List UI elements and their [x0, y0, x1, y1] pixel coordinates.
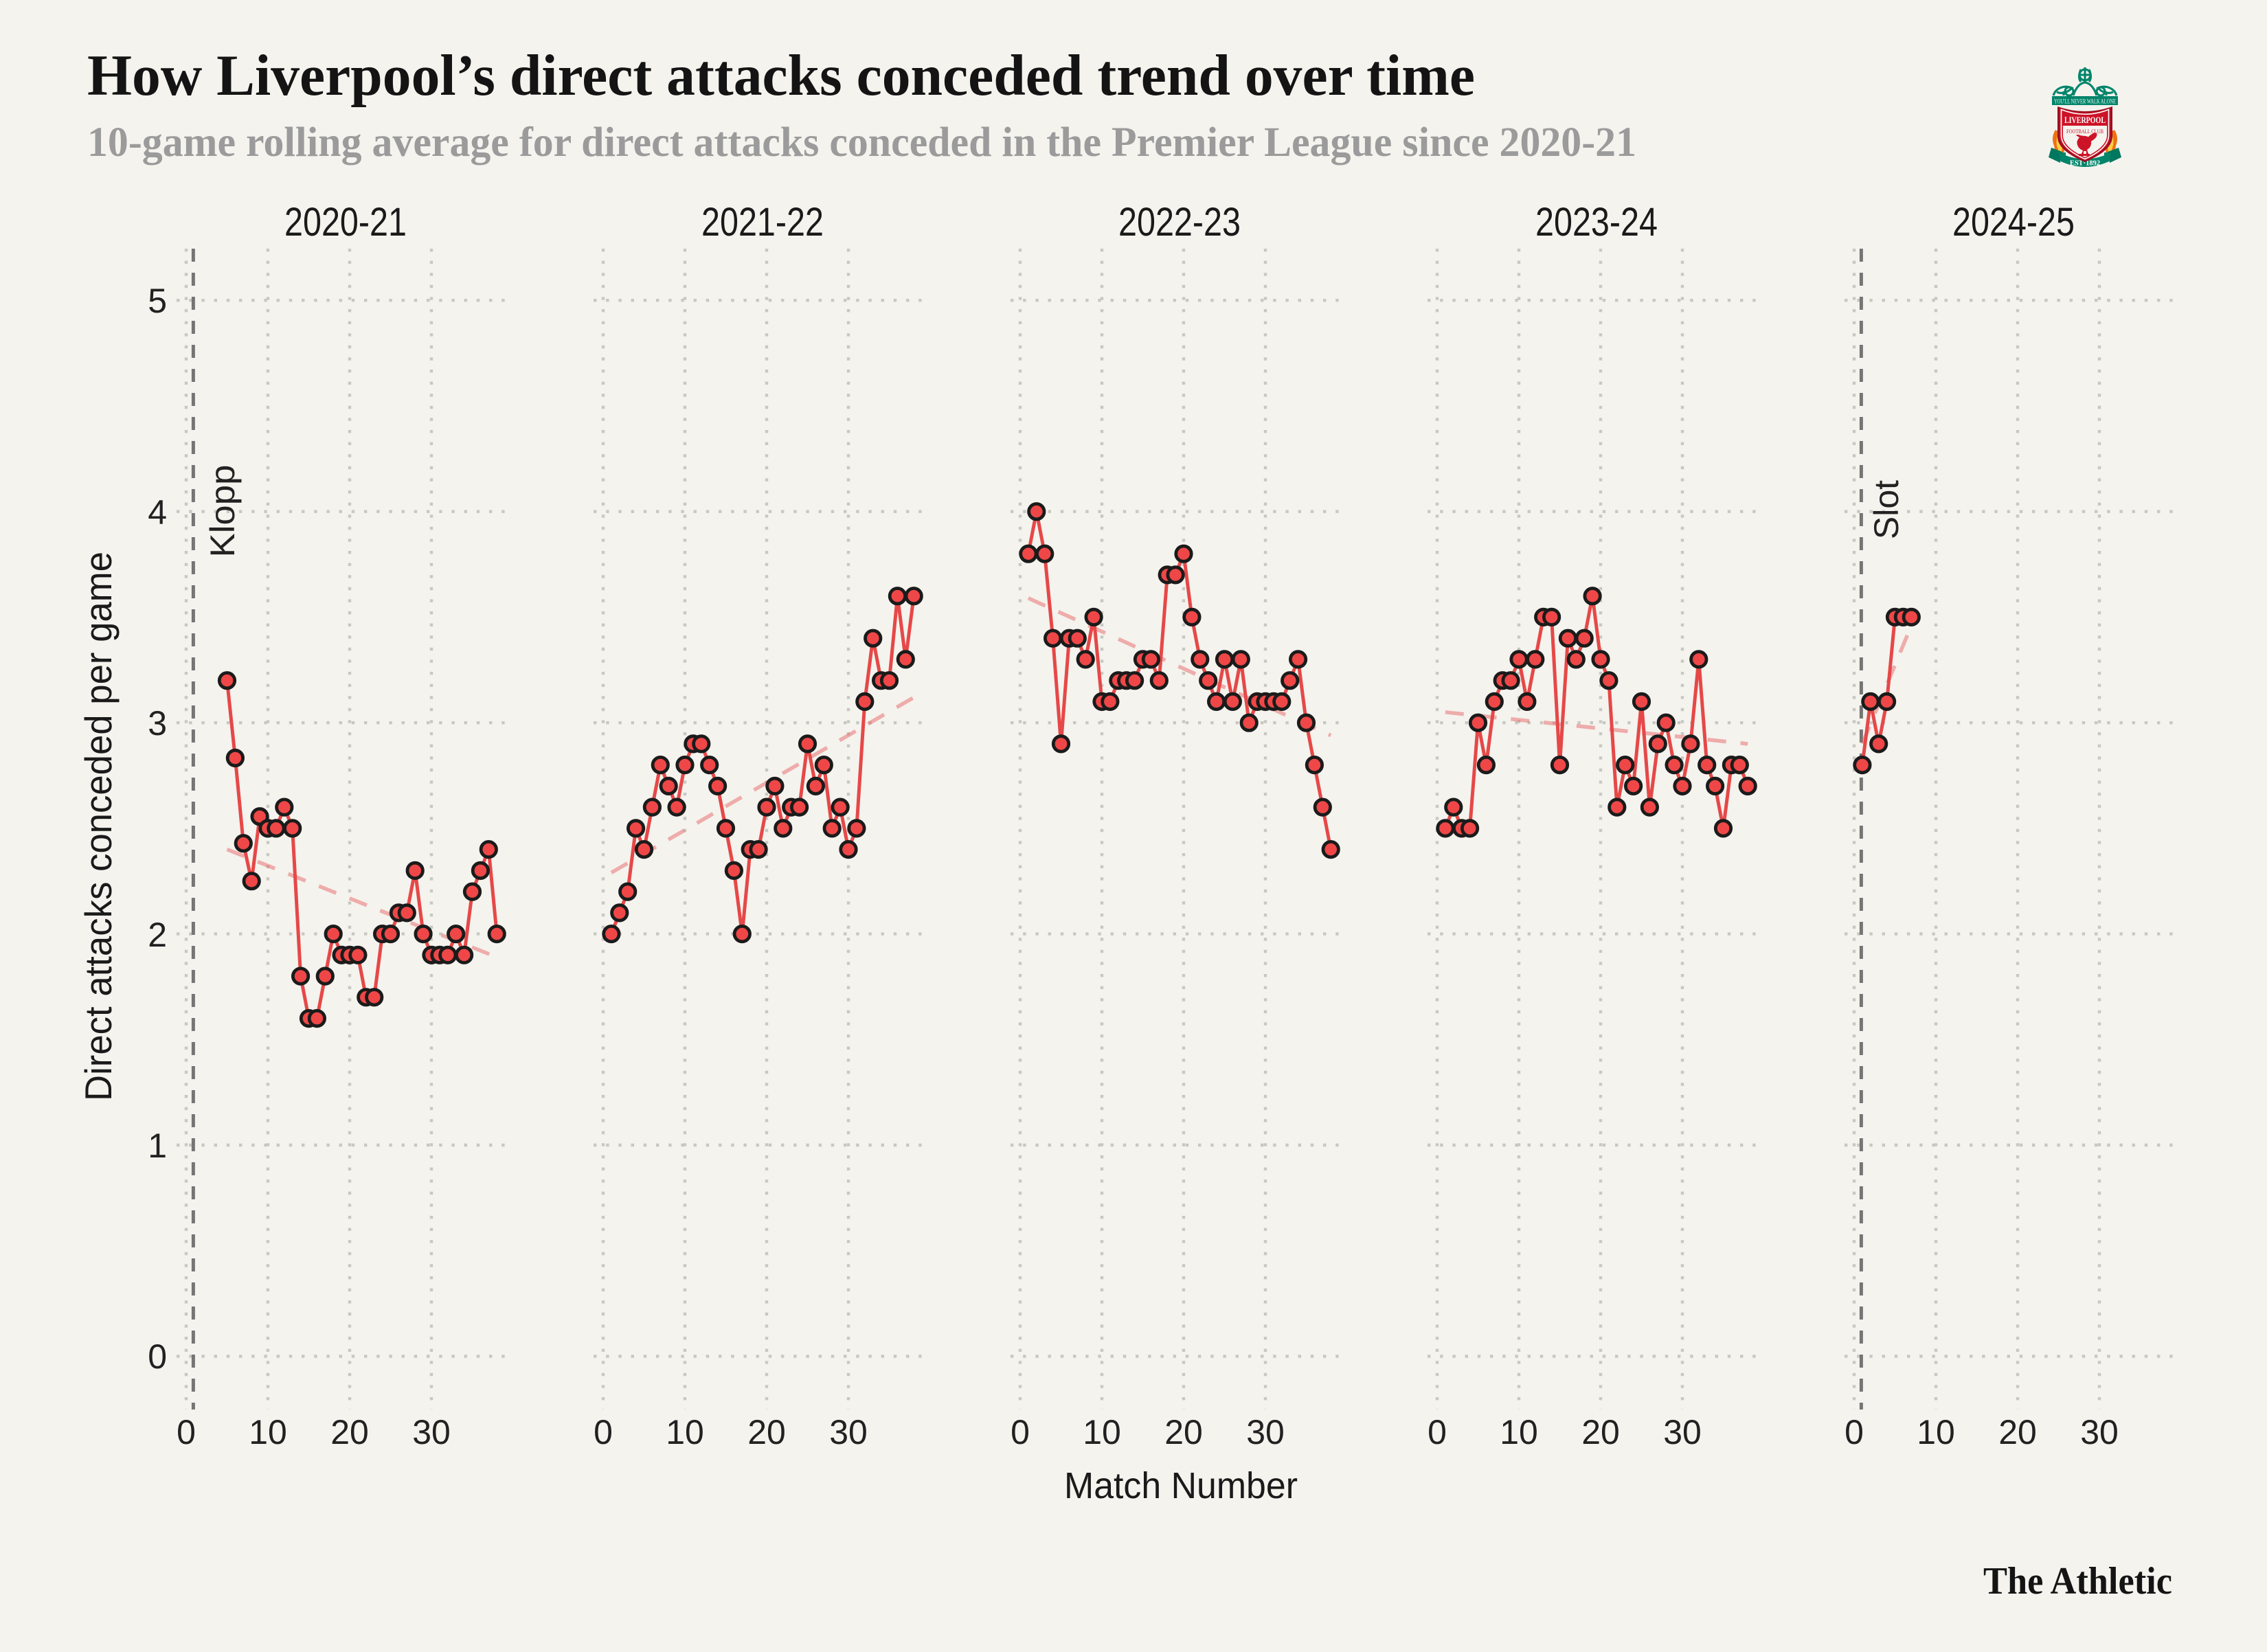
- svg-text:YOU'LL NEVER WALK ALONE: YOU'LL NEVER WALK ALONE: [2054, 99, 2116, 106]
- svg-text:20: 20: [1164, 1413, 1203, 1451]
- svg-text:EST·1892: EST·1892: [2070, 160, 2100, 168]
- svg-text:FOOTBALL CLUB: FOOTBALL CLUB: [2066, 128, 2104, 135]
- svg-text:0: 0: [148, 1337, 167, 1376]
- svg-text:10: 10: [1917, 1413, 1955, 1451]
- svg-text:0: 0: [1428, 1413, 1447, 1451]
- svg-text:3: 3: [148, 704, 167, 743]
- svg-text:2021-22: 2021-22: [701, 200, 824, 245]
- svg-text:30: 30: [412, 1413, 451, 1451]
- svg-text:4: 4: [148, 493, 167, 532]
- svg-text:10: 10: [1083, 1413, 1121, 1451]
- svg-text:0: 0: [1845, 1413, 1864, 1451]
- svg-text:0: 0: [177, 1413, 196, 1451]
- svg-text:2024-25: 2024-25: [1952, 200, 2075, 245]
- svg-text:2022-23: 2022-23: [1118, 200, 1241, 245]
- svg-text:0: 0: [1011, 1413, 1030, 1451]
- svg-text:20: 20: [747, 1413, 786, 1451]
- svg-text:20: 20: [1998, 1413, 2037, 1451]
- svg-text:The Athletic: The Athletic: [1983, 1560, 2172, 1603]
- svg-text:30: 30: [829, 1413, 868, 1451]
- svg-text:5: 5: [148, 282, 167, 320]
- svg-text:1: 1: [148, 1127, 167, 1165]
- svg-text:30: 30: [1663, 1413, 1702, 1451]
- svg-text:Match Number: Match Number: [1064, 1465, 1298, 1506]
- svg-text:2023-24: 2023-24: [1535, 200, 1658, 245]
- svg-text:30: 30: [1246, 1413, 1285, 1451]
- svg-text:LIVERPOOL: LIVERPOOL: [2064, 115, 2106, 125]
- svg-text:10-game rolling average for di: 10-game rolling average for direct attac…: [87, 120, 1636, 166]
- svg-text:Slot: Slot: [1867, 480, 1906, 539]
- svg-text:10: 10: [249, 1413, 287, 1451]
- svg-text:0: 0: [594, 1413, 613, 1451]
- svg-text:2: 2: [148, 916, 167, 954]
- svg-text:10: 10: [1500, 1413, 1538, 1451]
- svg-text:Direct attacks conceded per ga: Direct attacks conceded per game: [77, 552, 120, 1101]
- svg-text:20: 20: [1581, 1413, 1620, 1451]
- svg-text:10: 10: [666, 1413, 704, 1451]
- svg-text:How Liverpool’s direct attacks: How Liverpool’s direct attacks conceded …: [87, 43, 1475, 108]
- svg-text:Klopp: Klopp: [203, 465, 242, 558]
- svg-text:30: 30: [2080, 1413, 2119, 1451]
- svg-text:20: 20: [330, 1413, 369, 1451]
- svg-text:2020-21: 2020-21: [284, 200, 407, 245]
